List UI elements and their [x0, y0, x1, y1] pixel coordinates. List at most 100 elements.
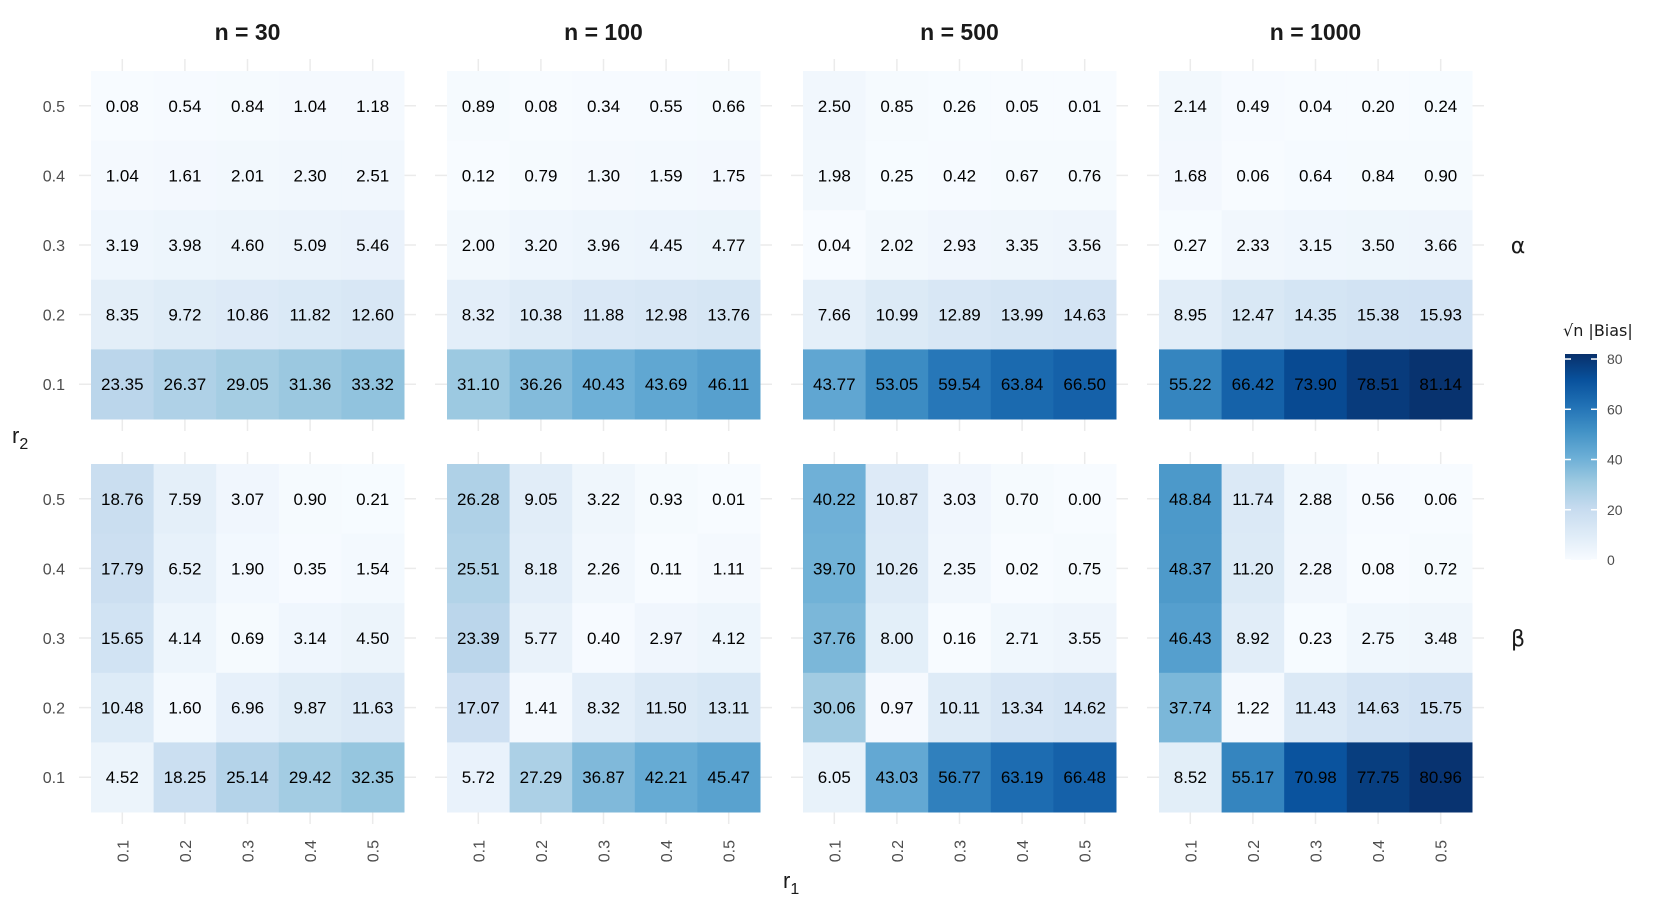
- cell-value-label: 0.40: [587, 629, 620, 648]
- cell-value-label: 3.50: [1362, 236, 1395, 255]
- heatmap-cell: [1284, 71, 1348, 142]
- heatmap-cell: [216, 533, 280, 604]
- cell-value-label: 15.38: [1357, 306, 1400, 325]
- heatmap-cell: [278, 71, 342, 142]
- cell-value-label: 14.63: [1357, 699, 1400, 718]
- heatmap-cell: [278, 672, 342, 743]
- cell-value-label: 1.18: [356, 97, 389, 116]
- heatmap-cell: [1409, 349, 1473, 420]
- cell-value-label: 23.35: [101, 375, 144, 394]
- heatmap-cell: [1409, 210, 1473, 281]
- cell-value-label: 1.30: [587, 166, 620, 185]
- cell-value-label: 55.22: [1169, 375, 1212, 394]
- cell-value-label: 10.11: [939, 699, 980, 718]
- heatmap-cell: [697, 71, 761, 142]
- heatmap-cell: [572, 279, 636, 350]
- cell-value-label: 36.26: [520, 375, 563, 394]
- cell-value-label: 33.32: [351, 375, 394, 394]
- heatmap-cell: [216, 742, 280, 813]
- heatmap-cell: [1053, 464, 1117, 535]
- cell-value-label: 42.21: [645, 768, 688, 787]
- cell-value-label: 23.39: [457, 629, 500, 648]
- heatmap-cell: [990, 349, 1054, 420]
- cell-value-label: 0.90: [1424, 166, 1457, 185]
- panel-title: n = 100: [564, 19, 643, 45]
- cell-value-label: 17.79: [101, 559, 144, 578]
- heatmap-cell: [1159, 140, 1223, 211]
- heatmap-cell: [216, 672, 280, 743]
- cell-value-label: 2.01: [231, 166, 264, 185]
- cell-value-label: 1.54: [356, 559, 389, 578]
- heatmap-cell: [990, 210, 1054, 281]
- cell-value-label: 2.02: [880, 236, 913, 255]
- heatmap-cell: [634, 742, 698, 813]
- heatmap-cell: [447, 71, 511, 142]
- heatmap-cell: [865, 71, 929, 142]
- heatmap-cell: [1053, 210, 1117, 281]
- cell-value-label: 59.54: [938, 375, 981, 394]
- heatmap-cell: [572, 742, 636, 813]
- heatmap-cell: [91, 140, 155, 211]
- cell-value-label: 0.84: [1362, 166, 1395, 185]
- cell-value-label: 0.42: [943, 166, 976, 185]
- heatmap-cell: [1284, 672, 1348, 743]
- cell-value-label: 40.43: [582, 375, 625, 394]
- heatmap-cell: [341, 210, 405, 281]
- heatmap-cell: [1409, 71, 1473, 142]
- cell-value-label: 0.26: [943, 97, 976, 116]
- cell-value-label: 27.29: [520, 768, 563, 787]
- cell-value-label: 10.86: [226, 306, 269, 325]
- cell-value-label: 0.21: [356, 490, 389, 509]
- cell-value-label: 1.11: [713, 559, 745, 578]
- cell-value-label: 11.50: [645, 699, 686, 718]
- heatmap-cell: [1053, 140, 1117, 211]
- x-tick-label: 0.5: [366, 840, 383, 862]
- cell-value-label: 0.56: [1362, 490, 1395, 509]
- heatmap-cell: [1284, 533, 1348, 604]
- heatmap-cell: [91, 349, 155, 420]
- cell-value-label: 0.00: [1068, 490, 1101, 509]
- cell-value-label: 0.12: [462, 166, 495, 185]
- legend-tick-label: 0: [1607, 552, 1615, 568]
- heatmap-cell: [990, 742, 1054, 813]
- x-tick-label: 0.5: [722, 840, 739, 862]
- cell-value-label: 0.34: [587, 97, 620, 116]
- heatmap-cell: [1284, 464, 1348, 535]
- cell-value-label: 3.96: [587, 236, 620, 255]
- cell-value-label: 0.76: [1068, 166, 1101, 185]
- heatmap-cell: [990, 71, 1054, 142]
- x-tick-label: 0.4: [1371, 840, 1388, 862]
- cell-value-label: 8.32: [587, 699, 620, 718]
- heatmap-cell: [153, 210, 217, 281]
- cell-value-label: 1.22: [1236, 699, 1269, 718]
- cell-value-label: 3.15: [1299, 236, 1332, 255]
- cell-value-label: 8.92: [1236, 629, 1269, 648]
- y-tick-label: 0.3: [43, 238, 65, 255]
- x-tick-label: 0.5: [1434, 840, 1451, 862]
- heatmap-cell: [928, 349, 992, 420]
- heatmap-cell: [634, 464, 698, 535]
- heatmap-cell: [341, 464, 405, 535]
- heatmap-cell: [634, 349, 698, 420]
- cell-value-label: 25.14: [226, 768, 269, 787]
- cell-value-label: 2.97: [650, 629, 683, 648]
- cell-value-label: 0.89: [462, 97, 495, 116]
- heatmap-cell: [509, 672, 573, 743]
- heatmap-cell: [572, 210, 636, 281]
- cell-value-label: 29.42: [289, 768, 332, 787]
- cell-value-label: 77.75: [1357, 768, 1400, 787]
- heatmap-cell: [928, 71, 992, 142]
- heatmap-cell: [341, 140, 405, 211]
- heatmap-cell: [1053, 533, 1117, 604]
- cell-value-label: 5.77: [524, 629, 557, 648]
- cell-value-label: 0.08: [106, 97, 139, 116]
- heatmap-cell: [91, 71, 155, 142]
- heatmap-cell: [928, 140, 992, 211]
- cell-value-label: 0.35: [294, 559, 327, 578]
- y-tick-label: 0.2: [43, 701, 65, 718]
- cell-value-label: 13.99: [1001, 306, 1044, 325]
- cell-value-label: 11.63: [352, 699, 393, 718]
- legend-tick-label: 80: [1607, 351, 1623, 367]
- cell-value-label: 8.52: [1174, 768, 1207, 787]
- heatmap-cell: [1159, 533, 1223, 604]
